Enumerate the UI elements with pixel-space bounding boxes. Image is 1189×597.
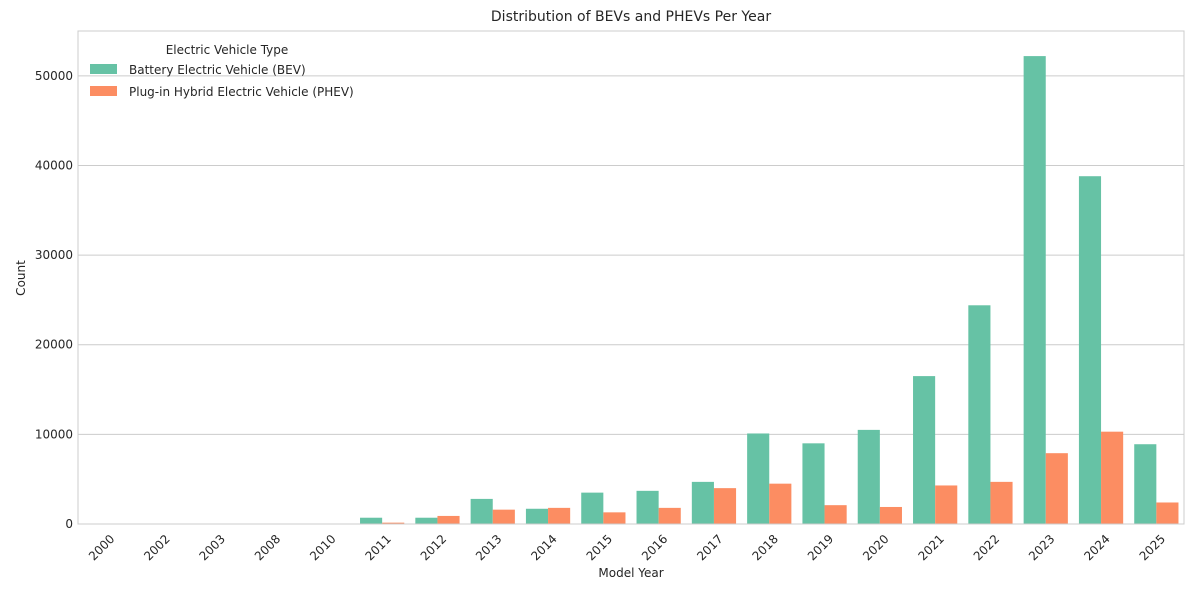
x-tick-label: 2002 xyxy=(141,532,172,563)
plot-frame xyxy=(78,31,1184,524)
y-tick-label: 20000 xyxy=(35,338,73,352)
x-tick-label: 2024 xyxy=(1081,532,1112,563)
x-tick-label: 2021 xyxy=(915,532,946,563)
x-tick-label: 2017 xyxy=(694,532,725,563)
bar-phev-2014 xyxy=(548,508,570,524)
gridlines xyxy=(78,76,1184,524)
y-tick-label: 30000 xyxy=(35,248,73,262)
bar-phev-2022 xyxy=(990,482,1012,524)
x-tick-label: 2016 xyxy=(639,532,670,563)
bar-bev-2013 xyxy=(471,499,493,524)
bar-phev-2012 xyxy=(437,516,459,524)
y-tick-label: 0 xyxy=(65,517,73,531)
bar-phev-2018 xyxy=(769,484,791,524)
bar-phev-2023 xyxy=(1046,453,1068,524)
bar-phev-2019 xyxy=(825,505,847,524)
bar-bev-2025 xyxy=(1134,444,1156,524)
bar-phev-2020 xyxy=(880,507,902,524)
x-tick-label: 2010 xyxy=(307,532,338,563)
x-tick-label: 2003 xyxy=(197,532,228,563)
x-tick-label: 2000 xyxy=(86,532,117,563)
x-tick-label: 2008 xyxy=(252,532,283,563)
bar-bev-2014 xyxy=(526,509,548,524)
bar-bev-2021 xyxy=(913,376,935,524)
bar-phev-2013 xyxy=(493,510,515,524)
bar-phev-2025 xyxy=(1156,502,1178,524)
legend-label-phev: Plug-in Hybrid Electric Vehicle (PHEV) xyxy=(129,85,354,99)
x-tick-label: 2015 xyxy=(584,532,615,563)
x-tick-label: 2019 xyxy=(805,532,836,563)
bar-phev-2021 xyxy=(935,485,957,524)
y-tick-label: 50000 xyxy=(35,69,73,83)
bar-phev-2016 xyxy=(659,508,681,524)
x-tick-label: 2013 xyxy=(473,532,504,563)
bar-phev-2015 xyxy=(603,512,625,524)
bar-bev-2015 xyxy=(581,493,603,524)
legend-label-bev: Battery Electric Vehicle (BEV) xyxy=(129,63,306,77)
x-tick-label: 2023 xyxy=(1026,532,1057,563)
bar-bev-2011 xyxy=(360,518,382,524)
x-tick-label: 2025 xyxy=(1137,532,1168,563)
bar-bev-2022 xyxy=(968,305,990,524)
x-tick-label: 2014 xyxy=(528,532,559,563)
legend: Electric Vehicle Type Battery Electric V… xyxy=(90,43,354,99)
legend-title: Electric Vehicle Type xyxy=(166,43,289,57)
y-tick-label: 40000 xyxy=(35,158,73,172)
bar-phev-2024 xyxy=(1101,432,1123,524)
bar-bev-2019 xyxy=(802,443,824,524)
bar-bev-2012 xyxy=(415,518,437,524)
x-tick-label: 2020 xyxy=(860,532,891,563)
x-tick-label: 2022 xyxy=(971,532,1002,563)
bar-bev-2018 xyxy=(747,433,769,524)
y-tick-labels: 0 10000 20000 30000 40000 50000 xyxy=(35,69,73,531)
bar-bev-2017 xyxy=(692,482,714,524)
legend-swatch-bev xyxy=(90,64,117,74)
bars xyxy=(84,56,1179,524)
x-tick-label: 2012 xyxy=(418,532,449,563)
bar-bev-2020 xyxy=(858,430,880,524)
y-axis-label: Count xyxy=(14,260,28,296)
bar-phev-2017 xyxy=(714,488,736,524)
y-tick-label: 10000 xyxy=(35,427,73,441)
legend-swatch-phev xyxy=(90,86,117,96)
bar-bev-2024 xyxy=(1079,176,1101,524)
x-tick-labels: 2000 2002 2003 2008 2010 2011 2012 2013 2014 2015… xyxy=(86,532,1168,563)
bar-bev-2016 xyxy=(637,491,659,524)
bar-bev-2023 xyxy=(1024,56,1046,524)
x-axis-label: Model Year xyxy=(598,566,663,580)
chart-title: Distribution of BEVs and PHEVs Per Year xyxy=(491,9,771,25)
x-tick-label: 2011 xyxy=(362,532,393,563)
x-tick-label: 2018 xyxy=(750,532,781,563)
